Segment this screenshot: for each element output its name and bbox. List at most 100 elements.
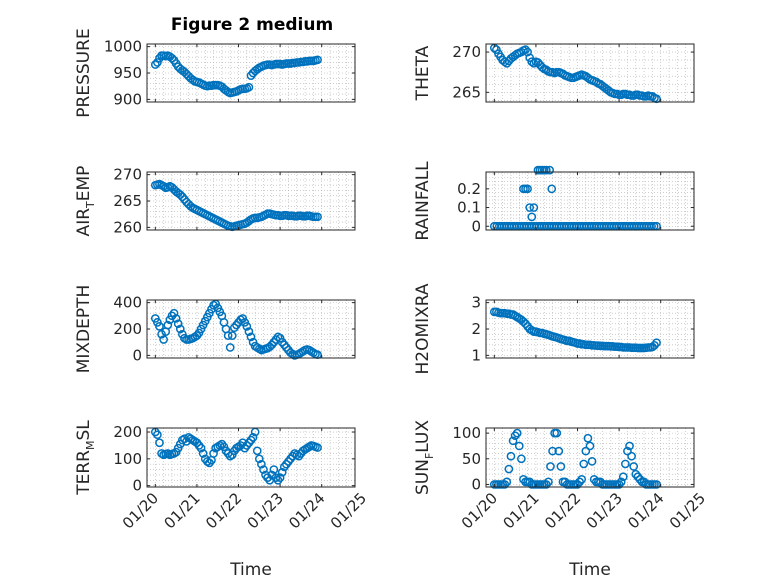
x-tick-label: 01/24	[624, 489, 667, 532]
x-tick-label: 01/23	[244, 489, 287, 532]
y-axis-label: TERRMSL	[74, 420, 97, 496]
data-point	[579, 459, 589, 469]
y-tick-label: 1	[471, 346, 481, 364]
data-point	[244, 82, 254, 92]
y-tick-label: 270	[452, 43, 481, 61]
y-tick-label: 100	[452, 424, 481, 442]
x-tick-label: 01/25	[327, 489, 370, 532]
data-point	[313, 55, 322, 65]
y-tick-label: 1000	[104, 38, 142, 56]
data-point	[583, 433, 593, 443]
axes-box	[485, 171, 695, 231]
data-point	[552, 428, 562, 438]
data-point	[150, 60, 160, 69]
y-axis-label: PRESSURE	[74, 28, 94, 117]
data-point	[155, 438, 164, 448]
y-tick-label: 900	[113, 90, 142, 108]
y-tick-label: 0	[471, 475, 481, 493]
data-point	[171, 314, 181, 323]
x-tick-label: 01/23	[583, 489, 626, 532]
data-point	[248, 433, 258, 442]
data-point	[544, 477, 553, 487]
x-tick-label: 01/25	[666, 489, 709, 532]
data-point	[629, 462, 639, 471]
y-tick-label: 0	[132, 477, 142, 495]
data-point	[252, 446, 262, 456]
y-tick-label: 0.1	[457, 199, 481, 217]
y-tick-label: 200	[113, 320, 142, 338]
data-point	[508, 436, 518, 446]
panel-air-temp: 260 265 270 AIRTEMP	[74, 166, 356, 237]
data-point	[556, 462, 566, 471]
data-point	[246, 332, 256, 342]
data-point	[225, 343, 235, 352]
data-point	[163, 320, 173, 330]
y-axis-label: THETA	[413, 45, 433, 101]
data-point	[175, 324, 185, 334]
data-point	[546, 462, 555, 471]
y-axis-label: AIRTEMP	[74, 166, 97, 237]
data-point	[577, 474, 587, 484]
x-axis-label: Time	[229, 560, 272, 580]
panel-pressure: 900 950 1000 PRESSURE	[74, 28, 356, 118]
data-point	[227, 331, 237, 340]
data-point	[523, 47, 532, 57]
figure-title: Figure 2 medium	[171, 15, 333, 35]
y-tick-label: 50	[462, 450, 481, 468]
data-point	[525, 203, 535, 212]
data-point	[527, 57, 537, 67]
x-tick-label: 01/20	[119, 489, 162, 532]
panel-mixdepth: 0 200 400 MIXDEPTH	[74, 285, 356, 373]
axes-box	[485, 43, 695, 103]
data-point	[548, 446, 557, 456]
data-point	[514, 441, 524, 451]
x-tick-label: 01/22	[202, 489, 245, 532]
y-tick-label: 0	[132, 346, 142, 364]
data-point	[517, 454, 526, 464]
data-point	[169, 308, 179, 318]
y-tick-label: 3	[471, 294, 481, 312]
data-point	[625, 441, 634, 451]
data-point	[244, 327, 254, 336]
y-tick-label: 0.2	[457, 180, 481, 198]
data-point	[529, 203, 539, 212]
x-tick-label: 01/21	[499, 489, 542, 532]
data-point	[277, 467, 287, 477]
data-point	[159, 335, 168, 344]
data-point	[504, 464, 514, 474]
y-axis-label: RAINFALL	[413, 161, 433, 241]
data-point	[173, 319, 183, 329]
y-tick-label: 265	[452, 83, 481, 101]
data-point	[196, 443, 206, 453]
x-axis-label: Time	[568, 560, 611, 580]
data-point	[554, 446, 564, 456]
data-point	[521, 45, 530, 54]
plot-area	[147, 44, 355, 102]
panel-terrain-msl: 0 100 200 TERRMSL 01/2001/2101/2201/2301/240…	[74, 420, 370, 580]
data-point	[167, 53, 177, 63]
data-point	[652, 338, 661, 348]
y-tick-label: 265	[113, 192, 142, 210]
data-point	[541, 165, 551, 175]
data-point	[257, 459, 266, 469]
data-point	[313, 443, 322, 452]
data-point	[545, 165, 554, 175]
data-point	[153, 58, 162, 67]
x-tick-label: 01/24	[285, 489, 328, 532]
data-point	[259, 465, 268, 474]
panel-rainfall: 00.10.2 RAINFALL	[413, 161, 695, 241]
plot-area	[486, 172, 694, 230]
data-point	[155, 322, 164, 331]
y-tick-label: 100	[113, 450, 142, 468]
panel-theta: 265 270 THETA	[413, 43, 695, 104]
y-tick-label: 200	[113, 423, 142, 441]
data-point	[587, 456, 597, 466]
data-point	[153, 430, 162, 440]
y-tick-label: 950	[113, 64, 142, 82]
data-point	[547, 184, 557, 194]
data-point	[502, 477, 512, 487]
data-point	[506, 451, 516, 461]
data-point	[254, 454, 264, 464]
data-point	[581, 446, 591, 456]
panel-h2omixra: 1 2 3 H2OMIXRA	[413, 283, 695, 375]
